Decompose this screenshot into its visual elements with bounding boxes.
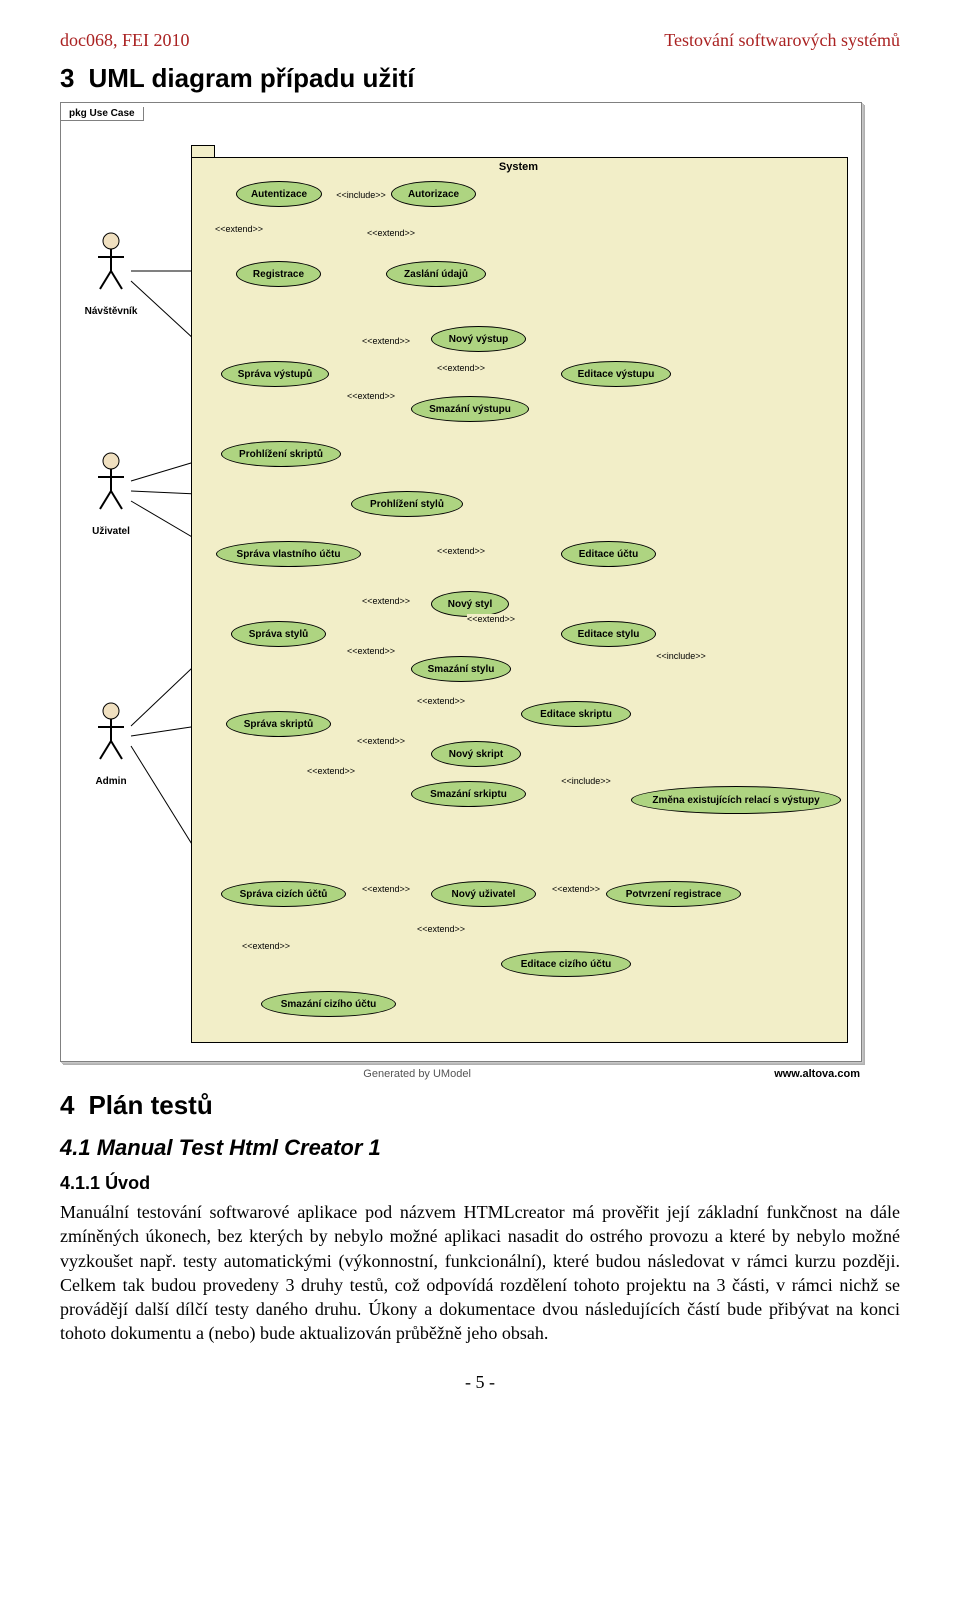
uml-diagram-frame: pkg Use Case System Návštěvník Uživatel Adm… (60, 102, 862, 1062)
system-title: System (499, 161, 538, 173)
paragraph-uvod: Manuální testování softwarové aplikace p… (60, 1200, 900, 1346)
altova-link: www.altova.com (774, 1068, 860, 1080)
edge-label-7: <<extend>> (362, 596, 410, 606)
section-3-title: UML diagram případu užití (88, 63, 414, 94)
usecase-sprava_stylu: Správa stylů (231, 621, 326, 647)
edge-label-16: <<extend>> (552, 884, 600, 894)
usecase-autorizace: Autorizace (391, 181, 476, 207)
edge-label-2: <<extend>> (367, 228, 415, 238)
system-box (191, 157, 848, 1043)
usecase-smazani_ciziho: Smazání cizího účtu (261, 991, 396, 1017)
usecase-sprava_skriptu: Správa skriptů (226, 711, 331, 737)
section-4-num: 4 (60, 1090, 74, 1121)
edge-label-4: <<extend>> (437, 363, 485, 373)
sub411-title: Úvod (105, 1173, 150, 1193)
usecase-zmena_relaci: Změna existujících relací s výstupy (631, 786, 841, 814)
edge-label-9: <<extend>> (347, 646, 395, 656)
edge-label-17: <<extend>> (417, 924, 465, 934)
edge-label-11: <<extend>> (417, 696, 465, 706)
edge-label-8: <<extend>> (467, 614, 515, 624)
usecase-registrace: Registrace (236, 261, 321, 287)
actor-label-admin: Admin (95, 776, 126, 787)
usecase-sprava_vystupu: Správa výstupů (221, 361, 329, 387)
usecase-autentizace: Autentizace (236, 181, 322, 207)
subsubsection-4-1-1-heading: 4.1.1 Úvod (60, 1173, 900, 1194)
usecase-editace_ciziho: Editace cizího účtu (501, 951, 631, 977)
usecase-editace_uctu: Editace účtu (561, 541, 656, 567)
edge-label-15: <<extend>> (362, 884, 410, 894)
usecase-smazani_skriptu: Smazání srkiptu (411, 781, 526, 807)
pkg-tab: pkg Use Case (61, 107, 144, 121)
usecase-smazani_stylu: Smazání stylu (411, 656, 511, 682)
edge-label-5: <<extend>> (347, 391, 395, 401)
actor-label-uzivatel: Uživatel (92, 526, 130, 537)
usecase-novy_uzivatel: Nový uživatel (431, 881, 536, 907)
usecase-sprava_cizich: Správa cizích účtů (221, 881, 346, 907)
edge-label-14: <<include>> (561, 776, 611, 786)
usecase-potvrzeni: Potvrzení registrace (606, 881, 741, 907)
usecase-smazani_vystupu: Smazání výstupu (411, 396, 529, 422)
edge-label-12: <<extend>> (357, 736, 405, 746)
actor-navstevnik (94, 231, 128, 300)
section-4-heading: 4 Plán testů (60, 1090, 900, 1121)
edge-label-0: <<include>> (336, 190, 386, 200)
section-3-heading: 3 UML diagram případu užití (60, 63, 900, 94)
edge-label-3: <<extend>> (362, 336, 410, 346)
diagram-footer: Generated by UModel www.altova.com (60, 1068, 860, 1080)
generated-by: Generated by UModel (363, 1068, 471, 1080)
edge-label-10: <<include>> (656, 651, 706, 661)
edge-label-18: <<extend>> (242, 941, 290, 951)
page-number: - 5 - (60, 1372, 900, 1393)
section-3-num: 3 (60, 63, 74, 94)
actor-admin (94, 701, 128, 770)
usecase-novy_vystup: Nový výstup (431, 326, 526, 352)
subsection-4-1-heading: 4.1 Manual Test Html Creator 1 (60, 1135, 900, 1161)
usecase-editace_vystupu: Editace výstupu (561, 361, 671, 387)
usecase-prohlizeni_skriptu: Prohlížení skriptů (221, 441, 341, 467)
actor-uzivatel (94, 451, 128, 520)
edge-label-1: <<extend>> (215, 224, 263, 234)
page-header: doc068, FEI 2010 Testování softwarových … (60, 30, 900, 51)
edge-label-13: <<extend>> (307, 766, 355, 776)
sub411-num: 4.1.1 (60, 1173, 100, 1193)
usecase-editace_stylu: Editace stylu (561, 621, 656, 647)
section-4-title: Plán testů (88, 1090, 212, 1121)
usecase-sprava_uctu: Správa vlastního účtu (216, 541, 361, 567)
usecase-editace_skriptu: Editace skriptu (521, 701, 631, 727)
header-right: Testování softwarových systémů (664, 30, 900, 51)
usecase-prohlizeni_stylu: Prohlížení stylů (351, 491, 463, 517)
actor-label-navstevnik: Návštěvník (85, 306, 138, 317)
sub41-num: 4.1 (60, 1135, 91, 1160)
usecase-novy_skript: Nový skript (431, 741, 521, 767)
usecase-zaslani: Zaslání údajů (386, 261, 486, 287)
header-left: doc068, FEI 2010 (60, 30, 190, 51)
edge-label-6: <<extend>> (437, 546, 485, 556)
sub41-title: Manual Test Html Creator 1 (97, 1135, 381, 1160)
